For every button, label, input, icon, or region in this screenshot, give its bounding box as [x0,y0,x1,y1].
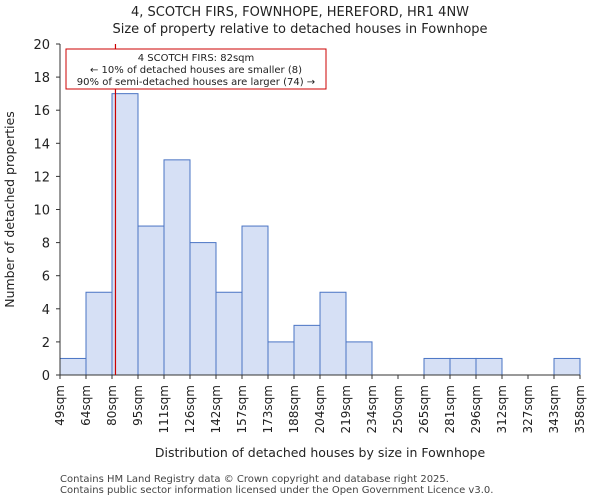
histogram-bar [241,225,269,376]
x-tick-label: 312sqm [495,385,509,433]
histogram-bar [189,242,217,376]
y-tick-label: 16 [33,104,50,119]
histogram-bar [449,357,477,376]
x-tick-label: 204sqm [313,385,327,433]
y-tick-label: 0 [42,369,50,384]
x-axis-label: Distribution of detached houses by size … [155,445,486,460]
y-tick-label: 2 [42,336,50,351]
x-tick-label: 173sqm [261,385,275,433]
footer-line-2: Contains public sector information licen… [60,485,494,496]
x-tick-label: 343sqm [547,385,561,433]
x-tick-label: 265sqm [417,385,431,433]
y-tick-label: 14 [33,137,50,152]
annotation-box [65,48,327,90]
y-axis-label: Number of detached properties [2,111,17,308]
histogram-bar [423,357,451,376]
histogram-bar [319,291,347,376]
histogram-bar [111,93,139,376]
y-tick-label: 6 [42,270,50,285]
histogram-bar [345,341,373,376]
histogram-bar [59,357,87,376]
y-tick-label: 20 [33,38,50,53]
chart-subtitle: Size of property relative to detached ho… [112,22,488,37]
x-tick-label: 126sqm [183,385,197,433]
x-tick-label: 358sqm [573,385,587,433]
x-tick-label: 80sqm [105,385,119,426]
y-tick-label: 4 [42,303,50,318]
x-tick-label: 250sqm [391,385,405,433]
x-tick-label: 281sqm [443,385,457,433]
y-tick-label: 12 [33,170,50,185]
x-tick-label: 49sqm [53,385,67,426]
x-tick-label: 111sqm [157,385,171,433]
histogram-bar [163,159,191,376]
x-tick-label: 327sqm [521,385,535,433]
annotation-text: ← 10% of detached houses are smaller (8) [90,65,302,76]
histogram-bar [85,291,113,376]
x-tick-label: 142sqm [209,385,223,433]
histogram-bar [293,324,321,376]
x-tick-label: 157sqm [235,385,249,433]
y-tick-label: 18 [33,71,50,86]
footer-line-1: Contains HM Land Registry data © Crown c… [60,474,449,485]
x-tick-label: 188sqm [287,385,301,433]
x-tick-label: 296sqm [469,385,483,433]
x-tick-label: 234sqm [365,385,379,433]
annotation-text: 4 SCOTCH FIRS: 82sqm [138,53,255,64]
histogram-bar [215,291,243,376]
histogram-bar [475,357,503,376]
x-tick-label: 219sqm [339,385,353,433]
chart-title: 4, SCOTCH FIRS, FOWNHOPE, HEREFORD, HR1 … [130,5,470,20]
histogram-bar [137,225,165,376]
histogram-bar [267,341,295,376]
x-tick-label: 64sqm [79,385,93,426]
histogram-bar [553,357,581,376]
y-tick-label: 10 [33,204,50,219]
x-tick-label: 95sqm [131,385,145,426]
annotation-text: 90% of semi-detached houses are larger (… [77,77,315,88]
y-tick-label: 8 [42,237,50,252]
